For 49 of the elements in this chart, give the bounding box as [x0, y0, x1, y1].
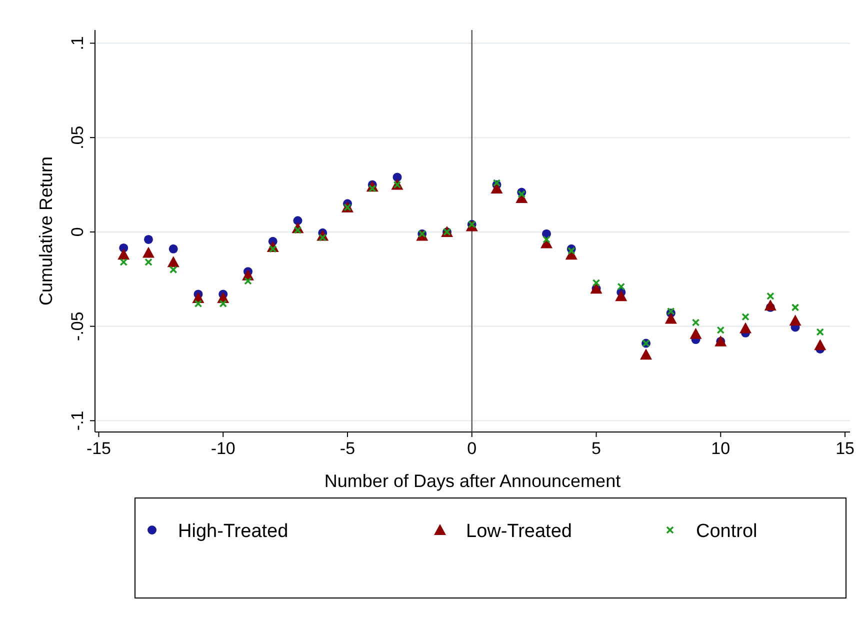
point: [766, 292, 774, 300]
point: [742, 312, 750, 321]
point: [740, 322, 752, 334]
point: [144, 234, 153, 244]
point: [814, 339, 826, 350]
y-axis-title: Cumulative Return: [36, 156, 56, 306]
point: [791, 304, 800, 312]
y-tick-label: -.05: [68, 312, 87, 341]
y-tick-label: .1: [68, 36, 87, 50]
y-tick-label: 0: [68, 227, 87, 237]
point: [120, 258, 128, 266]
point: [490, 182, 503, 194]
legend-label: Control: [696, 521, 758, 542]
point: [664, 312, 677, 324]
legend-label: Low-Treated: [466, 521, 572, 542]
point: [617, 282, 626, 291]
point: [244, 277, 252, 285]
x-tick-label: 15: [836, 439, 854, 458]
y-tick-label: -.1: [68, 410, 87, 431]
point: [219, 300, 228, 308]
legend-label: High-Treated: [178, 521, 288, 542]
y-tick-label: .05: [68, 126, 87, 150]
point: [816, 328, 824, 336]
point: [764, 300, 776, 311]
point: [640, 348, 652, 360]
point: [692, 318, 700, 326]
point: [690, 328, 702, 339]
x-axis-title: Number of Days after Announcement: [324, 471, 621, 491]
point: [167, 256, 180, 268]
point: [142, 246, 154, 258]
x-tick-label: -10: [210, 439, 236, 458]
x-tick-label: 0: [467, 439, 477, 458]
point: [392, 172, 402, 182]
point: [592, 279, 600, 287]
point: [118, 248, 130, 260]
point: [293, 216, 302, 226]
point: [144, 258, 152, 266]
x-tick-label: 5: [592, 439, 601, 458]
point: [615, 290, 628, 302]
point: [789, 314, 802, 326]
point: [666, 307, 675, 316]
point: [716, 326, 725, 334]
x-tick-label: -15: [86, 439, 112, 458]
point: [194, 300, 202, 308]
point: [492, 178, 501, 187]
x-tick-label: 10: [711, 439, 730, 458]
point: [168, 244, 178, 254]
point: [169, 266, 178, 274]
x-tick-label: -5: [340, 439, 356, 458]
